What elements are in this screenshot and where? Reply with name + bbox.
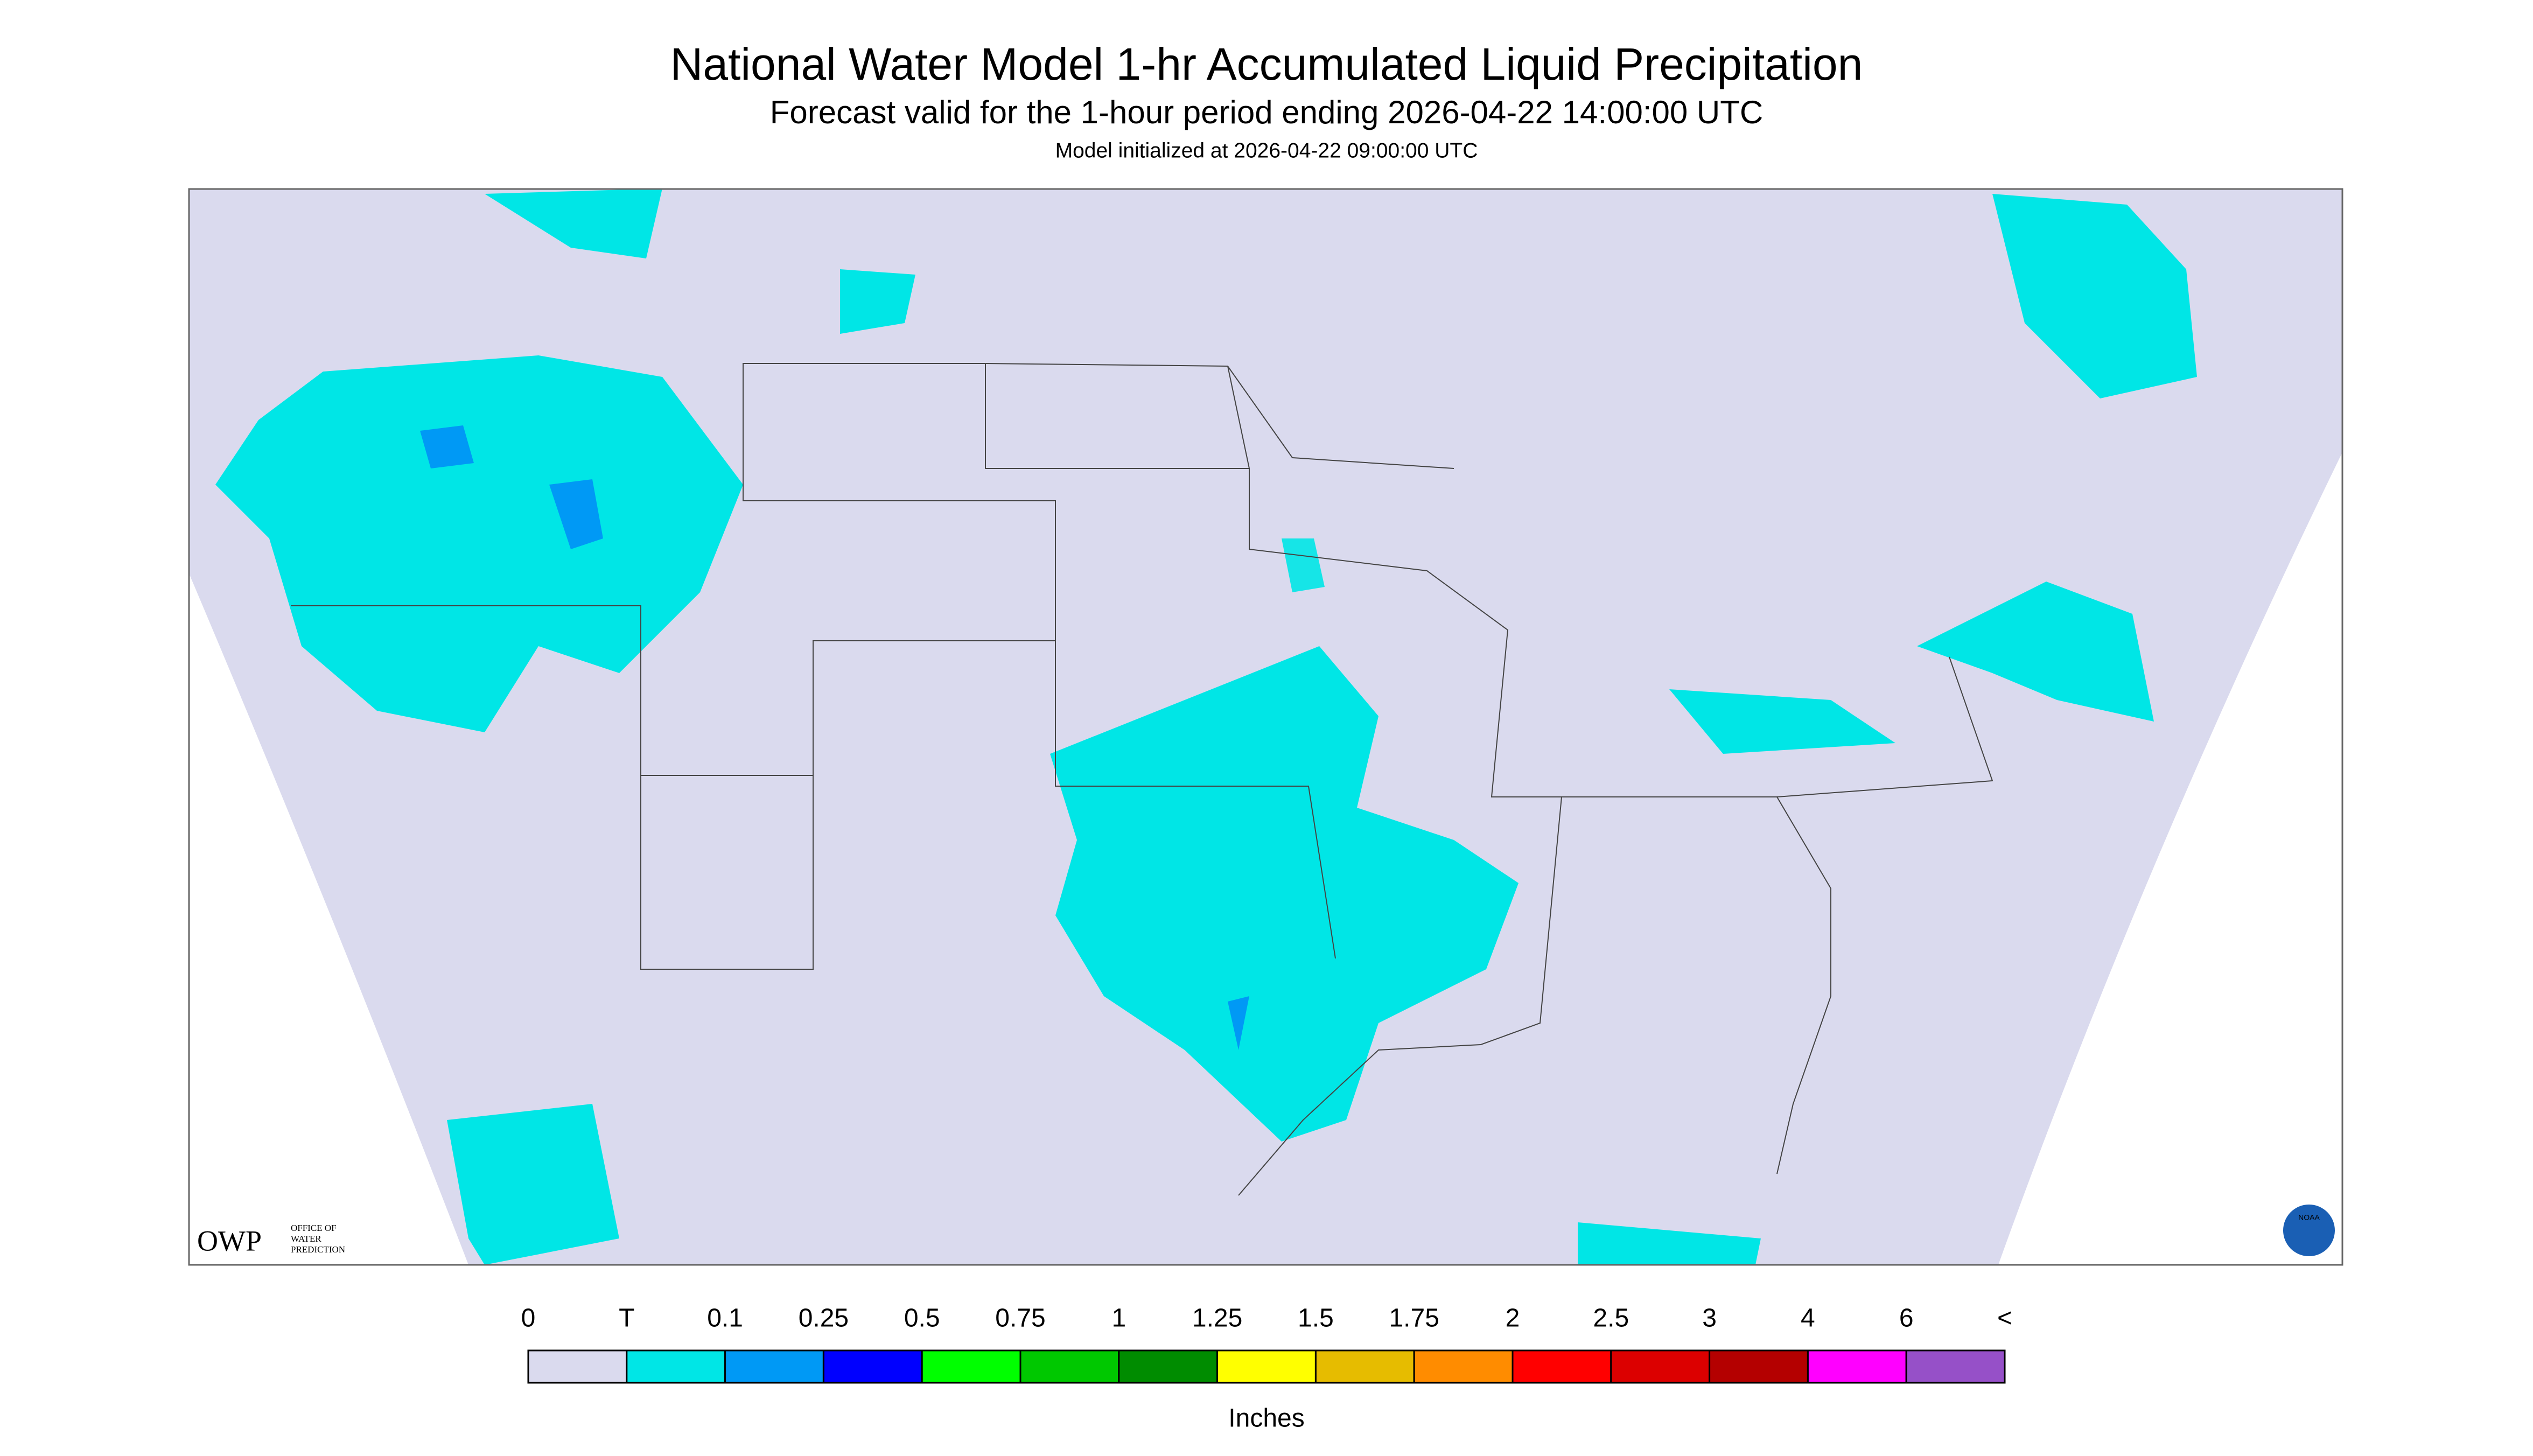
legend-swatch xyxy=(626,1349,726,1384)
logo-line: PREDICTION xyxy=(291,1244,345,1255)
legend-label: T xyxy=(619,1304,634,1333)
legend-label: 2.5 xyxy=(1593,1304,1629,1333)
legend-label: 1.75 xyxy=(1389,1304,1439,1333)
legend-swatch xyxy=(1216,1349,1317,1384)
noaa-badge xyxy=(2283,1205,2335,1256)
legend-swatch xyxy=(1413,1349,1514,1384)
legend-label: 1.25 xyxy=(1192,1304,1242,1333)
title: National Water Model 1-hr Accumulated Li… xyxy=(670,39,1863,89)
logo-line: WATER xyxy=(291,1234,321,1244)
legend-swatch xyxy=(1512,1349,1612,1384)
legend-label: 6 xyxy=(1899,1304,1914,1333)
legend-label: 0.25 xyxy=(799,1304,849,1333)
subtitle: Forecast valid for the 1-hour period end… xyxy=(770,94,1763,130)
legend-swatch xyxy=(1019,1349,1120,1384)
legend-label: 0 xyxy=(521,1304,536,1333)
legend-label: 3 xyxy=(1702,1304,1717,1333)
legend-label: 0.1 xyxy=(707,1304,743,1333)
projection-edge xyxy=(189,573,468,1265)
legend-swatch xyxy=(921,1349,1021,1384)
boundaries xyxy=(291,363,1993,1196)
logo-name: OWP xyxy=(197,1224,262,1257)
legend-unit: Inches xyxy=(1228,1404,1304,1433)
legend-swatch xyxy=(1118,1349,1219,1384)
logo-line: OFFICE OF xyxy=(291,1223,337,1233)
legend-swatch xyxy=(527,1349,628,1384)
legend-swatch xyxy=(1610,1349,1711,1384)
legend-swatch xyxy=(1709,1349,1809,1384)
init-note: Model initialized at 2026-04-22 09:00:00… xyxy=(1055,139,1478,162)
legend-swatch xyxy=(822,1349,923,1384)
legend-label: 0.5 xyxy=(904,1304,940,1333)
legend-swatch xyxy=(1807,1349,1907,1384)
legend-label: 0.75 xyxy=(995,1304,1045,1333)
noaa-text: NOAA xyxy=(2298,1213,2320,1222)
legend-label: 1 xyxy=(1111,1304,1126,1333)
legend-label: < xyxy=(1997,1304,2012,1333)
legend-label: 1.5 xyxy=(1298,1304,1334,1333)
legend-label: 4 xyxy=(1801,1304,1815,1333)
precipitation xyxy=(215,188,2197,1265)
legend-swatch xyxy=(1314,1349,1415,1384)
map-frame xyxy=(188,188,2343,1266)
projection-edge xyxy=(1998,452,2342,1265)
legend-label: 2 xyxy=(1506,1304,1520,1333)
legend: 0 T 0.1 0.25 0.5 0.75 1 1.25 1.5 1.75 2 2.5 3 4 6 < xyxy=(521,1304,2012,1384)
legend-swatch xyxy=(724,1349,824,1384)
legend-swatch xyxy=(1905,1349,2006,1384)
